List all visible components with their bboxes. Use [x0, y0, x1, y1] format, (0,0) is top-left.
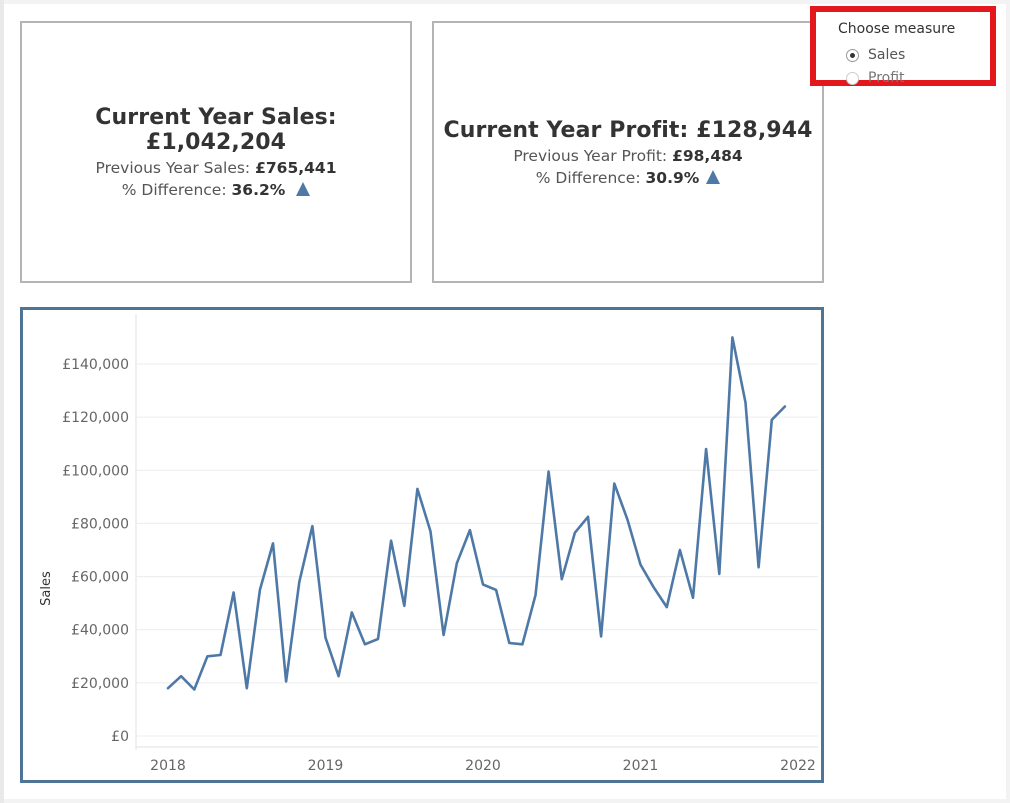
x-tick-label: 2021 [623, 758, 659, 774]
measure-option-sales[interactable]: Sales [846, 47, 905, 63]
measure-option-profit[interactable]: Profit [846, 70, 905, 86]
x-tick-label: 2018 [150, 758, 186, 774]
kpi-title-profit: Current Year Profit: £128,944 [443, 117, 813, 143]
kpi-diff-label: % Difference: [121, 181, 227, 199]
triangle-up-icon [296, 182, 311, 196]
y-tick-label: £20,000 [71, 676, 129, 692]
series-line [166, 336, 787, 691]
y-tick-label: £140,000 [62, 357, 129, 373]
kpi-diff-value: 30.9% [645, 168, 700, 187]
kpi-previous-sales: Previous Year Sales: £765,441 [96, 159, 337, 177]
x-tick-label: 2022 [780, 758, 816, 774]
measure-selector: Choose measure Sales Profit [810, 6, 996, 86]
y-tick-label: £40,000 [71, 623, 129, 639]
x-tick-label: 2020 [465, 758, 501, 774]
y-tick-label: £80,000 [71, 516, 129, 532]
chart-svg: £0 £20,000 £40,000 £60,000 £80,000 £100,000 £1… [39, 314, 818, 774]
kpi-previous-label: Previous Year Sales: [95, 159, 251, 177]
y-tick-label: £120,000 [62, 410, 129, 426]
kpi-previous-value: £765,441 [255, 159, 337, 177]
kpi-card-profit: Current Year Profit: £128,944 Previous Y… [432, 21, 824, 283]
x-tick-label: 2019 [308, 758, 344, 774]
y-tick-label: £0 [111, 729, 129, 745]
kpi-title-sales: Current Year Sales: £1,042,204 [95, 105, 337, 155]
y-tick-label: £100,000 [62, 463, 129, 479]
measure-option-label: Profit [868, 70, 905, 86]
kpi-diff-value: 36.2% [231, 181, 286, 199]
kpi-previous-profit: Previous Year Profit: £98,484 [513, 147, 742, 165]
kpi-diff-profit: % Difference: 30.9% [535, 168, 721, 187]
measure-selector-title: Choose measure [838, 21, 956, 37]
kpi-previous-value: £98,484 [672, 146, 743, 165]
sales-line-chart: £0 £20,000 £40,000 £60,000 £80,000 £100,000 £1… [20, 307, 824, 783]
kpi-diff-label: % Difference: [535, 168, 641, 187]
kpi-card-sales: Current Year Sales: £1,042,204 Previous … [20, 21, 412, 283]
kpi-diff-sales: % Difference: 36.2% [121, 181, 311, 199]
triangle-up-icon [706, 169, 721, 184]
radio-unchecked-icon[interactable] [846, 71, 859, 85]
y-tick-label: £60,000 [71, 570, 129, 586]
radio-checked-icon[interactable] [846, 48, 859, 62]
left-edge-strip [0, 0, 4, 803]
measure-option-label: Sales [868, 47, 906, 63]
y-axis-title: Sales [39, 571, 54, 606]
kpi-previous-label: Previous Year Profit: [513, 146, 668, 165]
